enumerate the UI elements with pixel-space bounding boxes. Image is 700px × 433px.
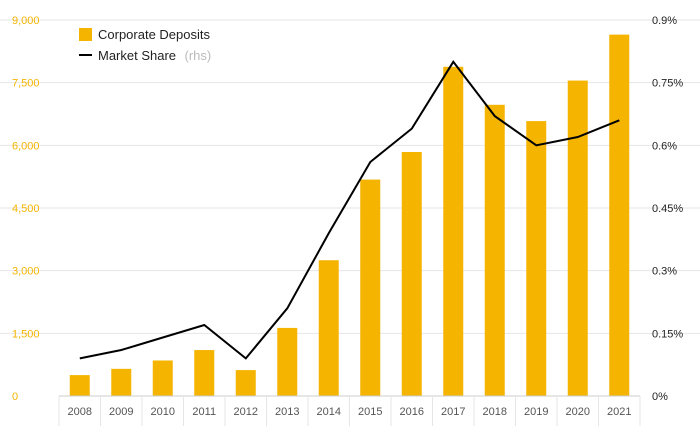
x-tick-label: 2011 (192, 406, 216, 418)
left-tick-label: 0 (12, 391, 18, 403)
bar-series (69, 34, 630, 397)
legend-line-name: Market Share (98, 48, 176, 63)
x-tick-label: 2020 (566, 406, 590, 418)
bar (609, 34, 630, 396)
market-share-line (79, 60, 620, 360)
bar (443, 66, 464, 397)
bar (194, 350, 215, 396)
right-tick-label: 0.6% (652, 140, 677, 152)
left-tick-label: 4,500 (12, 203, 40, 215)
bar (484, 104, 505, 396)
bar (235, 370, 256, 396)
gridlines (0, 19, 700, 334)
right-tick-label: 0.9% (652, 15, 677, 27)
right-tick-label: 0.3% (652, 266, 677, 278)
bar (360, 179, 381, 396)
x-tick-label: 2010 (151, 406, 175, 418)
x-tick-label: 2018 (483, 406, 507, 418)
x-tick-label: 2016 (400, 406, 424, 418)
bar (401, 152, 422, 396)
bar (318, 260, 339, 396)
legend-bar-label: Corporate Deposits (98, 27, 210, 42)
left-tick-label: 3,000 (12, 266, 40, 278)
left-tick-label: 1,500 (12, 328, 40, 340)
left-tick-label: 9,000 (12, 15, 40, 27)
bar (526, 121, 547, 396)
right-axis-ticks: 0% 0.15% 0.3% 0.45% 0.6% 0.75% 0.9% (652, 15, 683, 403)
left-tick-label: 6,000 (12, 140, 40, 152)
legend: Corporate Deposits Market Share (rhs) (79, 27, 211, 64)
legend-bar-swatch (79, 28, 92, 41)
x-tick-label: 2014 (317, 406, 341, 418)
bar (567, 80, 588, 397)
left-tick-label: 7,500 (12, 78, 40, 90)
line-series (79, 60, 620, 360)
right-tick-label: 0.45% (652, 203, 683, 215)
bar (69, 375, 90, 396)
x-tick-label: 2008 (68, 406, 92, 418)
x-tick-label: 2021 (607, 406, 631, 418)
right-tick-label: 0.15% (652, 328, 683, 340)
x-tick-label: 2017 (441, 406, 465, 418)
x-tick-label: 2013 (275, 406, 299, 418)
right-tick-label: 0.75% (652, 78, 683, 90)
bar (152, 360, 173, 396)
bar (111, 368, 132, 396)
legend-line-suffix: (rhs) (185, 48, 212, 63)
left-axis-ticks: 0 1,500 3,000 4,500 6,000 7,500 9,000 (12, 15, 40, 403)
x-tick-label: 2012 (234, 406, 258, 418)
x-tick-label: 2009 (109, 406, 133, 418)
right-tick-label: 0% (652, 391, 668, 403)
x-axis: 2008 2009 2010 2011 2012 2013 2014 2015 2016 2017… (58, 395, 641, 426)
x-tick-label: 2015 (358, 406, 382, 418)
legend-line-label: Market Share (rhs) (98, 47, 211, 64)
bar (277, 327, 298, 396)
x-tick-label: 2019 (524, 406, 548, 418)
